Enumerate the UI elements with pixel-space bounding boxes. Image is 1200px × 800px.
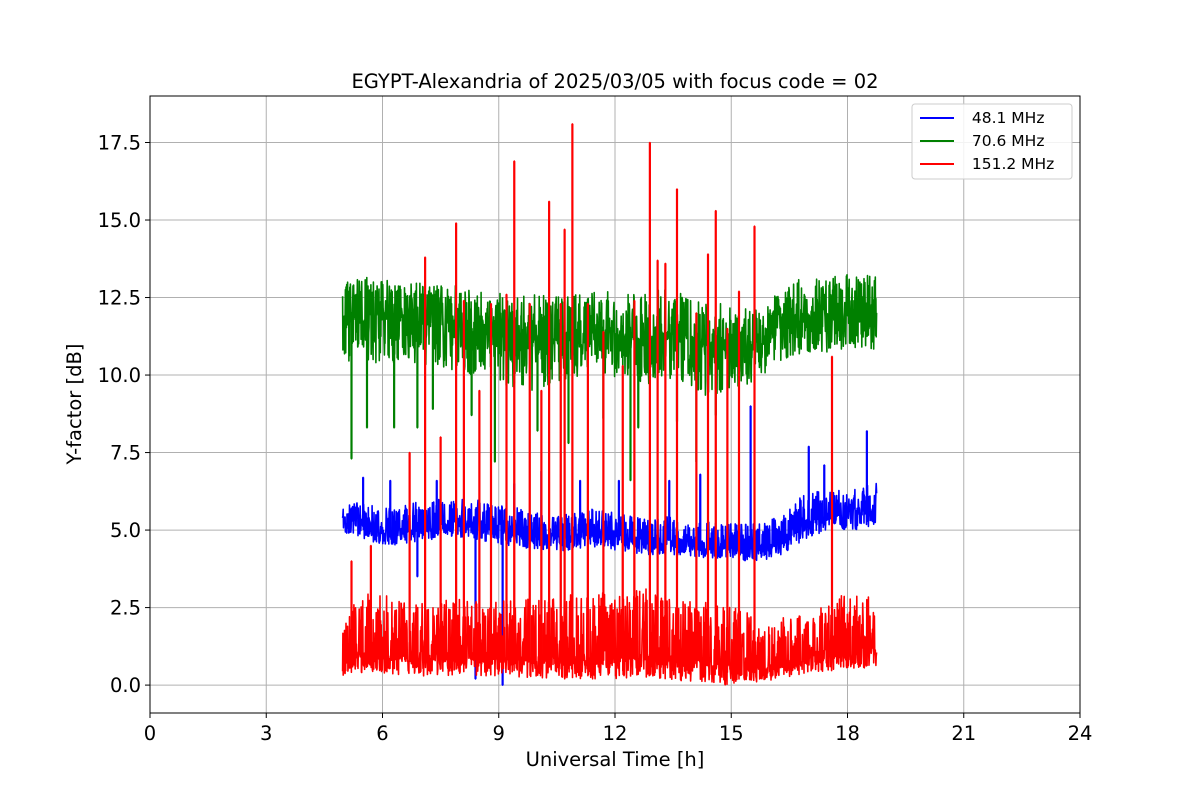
x-tick-label: 9	[493, 722, 505, 745]
x-tick-label: 24	[1068, 722, 1093, 745]
series-trace	[341, 405, 878, 686]
x-axis-label: Universal Time [h]	[526, 748, 705, 771]
x-tick-label: 6	[376, 722, 388, 745]
legend-box	[911, 103, 1073, 180]
chart-title: EGYPT-Alexandria of 2025/03/05 with focu…	[351, 70, 878, 93]
legend-label: 151.2 MHz	[962, 155, 1054, 173]
y-tick-label: 5.0	[110, 519, 141, 542]
y-tick-label: 7.5	[110, 442, 141, 465]
series-layer	[341, 123, 878, 686]
legend-label: 48.1 MHz	[962, 109, 1044, 127]
series-151-2-mhz	[341, 123, 878, 686]
x-axis-ticks: 0 3 6 9 12 15 18 21 24	[144, 713, 1093, 745]
y-tick-label: 12.5	[98, 287, 141, 310]
x-tick-label: 15	[719, 722, 744, 745]
y-tick-label: 10.0	[98, 364, 141, 387]
y-axis-ticks: 0.0 2.5 5.0 7.5 10.0 12.5 15.0 17.5	[98, 132, 150, 697]
y-tick-label: 0.0	[110, 674, 141, 697]
y-tick-label: 2.5	[110, 597, 141, 620]
y-axis-label: Y-factor [dB]	[63, 344, 86, 466]
x-tick-label: 0	[144, 722, 156, 745]
legend: 48.1 MHz 70.6 MHz 151.2 MHz	[911, 103, 1073, 180]
y-tick-label: 15.0	[98, 209, 141, 232]
x-tick-label: 12	[603, 722, 628, 745]
y-tick-label: 17.5	[98, 132, 141, 155]
series-trace	[341, 274, 878, 482]
x-tick-label: 21	[951, 722, 976, 745]
x-tick-label: 3	[260, 722, 272, 745]
series-70-6-mhz	[341, 274, 878, 482]
x-tick-label: 18	[835, 722, 860, 745]
series-trace	[341, 123, 878, 686]
legend-label: 70.6 MHz	[962, 132, 1044, 150]
